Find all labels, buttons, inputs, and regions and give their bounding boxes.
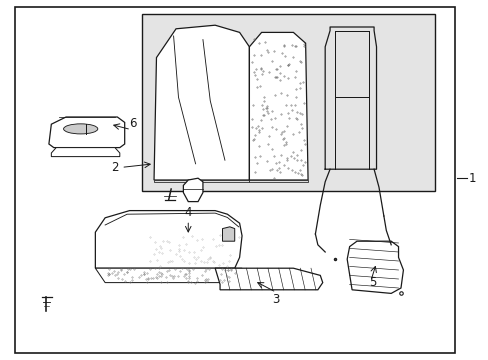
Polygon shape [95, 268, 242, 283]
Polygon shape [183, 178, 203, 202]
Polygon shape [49, 117, 124, 148]
Polygon shape [51, 148, 120, 157]
Polygon shape [249, 32, 307, 180]
Polygon shape [222, 227, 234, 241]
Text: 6: 6 [129, 117, 137, 130]
Text: 4: 4 [184, 206, 192, 219]
Bar [142, 14, 434, 191]
Polygon shape [215, 268, 322, 290]
Text: 5: 5 [368, 276, 376, 289]
Text: 2: 2 [111, 161, 118, 174]
Polygon shape [154, 25, 249, 180]
Polygon shape [154, 180, 249, 182]
Polygon shape [346, 241, 403, 293]
Polygon shape [95, 211, 242, 268]
Ellipse shape [63, 124, 98, 134]
Text: 3: 3 [272, 293, 280, 306]
Polygon shape [249, 180, 307, 182]
Text: 1: 1 [468, 172, 475, 185]
